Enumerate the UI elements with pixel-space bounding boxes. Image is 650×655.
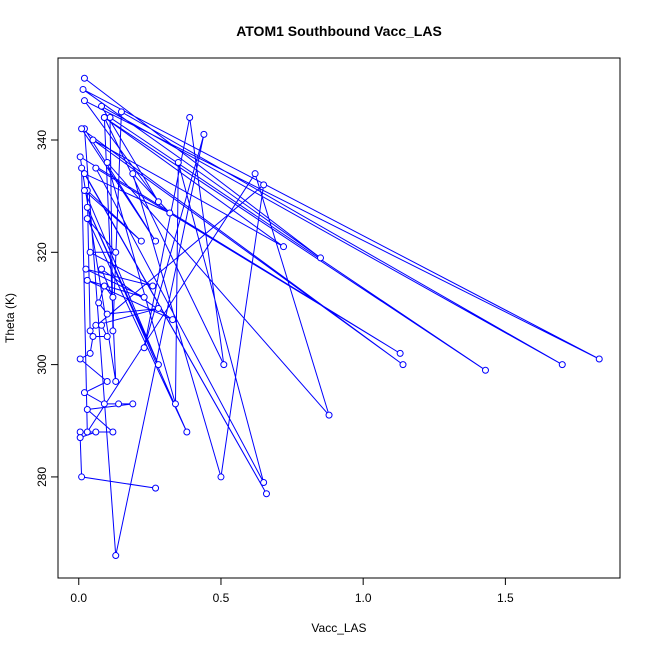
x-axis-label: Vacc_LAS: [311, 621, 366, 635]
data-point: [98, 265, 106, 273]
data-point: [166, 209, 174, 217]
y-tick-label: 300: [35, 354, 49, 374]
data-point: [83, 428, 91, 436]
data-point: [78, 125, 86, 133]
data-point: [169, 316, 177, 324]
data-point: [317, 254, 325, 262]
y-axis-label: Theta (K): [3, 293, 17, 343]
data-point: [86, 349, 94, 357]
data-point: [80, 97, 88, 105]
data-point: [558, 361, 566, 369]
data-point: [80, 74, 88, 82]
data-point: [103, 158, 111, 166]
plot-box: [57, 57, 621, 579]
data-point: [109, 293, 117, 301]
data-point: [78, 164, 86, 172]
data-point: [79, 85, 87, 93]
data-point: [109, 327, 117, 335]
data-point: [83, 406, 91, 414]
data-point: [152, 484, 160, 492]
data-point: [186, 114, 194, 122]
data-point: [103, 310, 111, 318]
x-tick-label: 0.5: [213, 591, 230, 605]
data-point: [89, 333, 97, 341]
data-point: [251, 170, 259, 178]
y-tick-label: 320: [35, 242, 49, 262]
data-point: [220, 361, 228, 369]
data-point: [149, 282, 157, 290]
y-tick-label: 340: [35, 130, 49, 150]
data-point: [140, 293, 148, 301]
data-point: [100, 282, 108, 290]
chart-title: ATOM1 Southbound Vacc_LAS: [236, 23, 442, 39]
data-point: [83, 215, 91, 223]
data-point: [174, 158, 182, 166]
data-point: [595, 355, 603, 363]
data-point: [152, 237, 160, 245]
data-point: [80, 170, 88, 178]
data-point: [76, 153, 84, 161]
data-point: [481, 366, 489, 374]
data-point: [92, 164, 100, 172]
data-point: [112, 248, 120, 256]
data-point: [83, 203, 91, 211]
data-point: [80, 187, 88, 195]
data-point: [217, 473, 225, 481]
data-point: [86, 248, 94, 256]
data-point: [103, 333, 111, 341]
data-point: [109, 428, 117, 436]
data-point: [154, 198, 162, 206]
data-point: [89, 136, 97, 144]
data-point: [92, 321, 100, 329]
data-point: [117, 108, 125, 116]
data-point: [103, 377, 111, 385]
data-point: [83, 276, 91, 284]
data-point: [140, 344, 148, 352]
data-point: [76, 428, 84, 436]
data-point: [260, 479, 268, 487]
data-point: [280, 243, 288, 251]
data-point: [78, 473, 86, 481]
data-point: [112, 377, 120, 385]
data-point: [171, 400, 179, 408]
data-point: [86, 327, 94, 335]
data-point: [183, 428, 191, 436]
data-line: [79, 77, 600, 556]
data-point: [112, 552, 120, 560]
data-point: [76, 434, 84, 442]
data-point: [95, 299, 103, 307]
data-point: [154, 304, 162, 312]
data-point: [80, 389, 88, 397]
data-point: [154, 361, 162, 369]
x-tick-label: 1.0: [355, 591, 372, 605]
data-point: [396, 349, 404, 357]
data-point: [137, 237, 145, 245]
data-point: [260, 181, 268, 189]
data-point: [100, 400, 108, 408]
data-point: [129, 400, 137, 408]
data-point: [129, 170, 137, 178]
data-point: [76, 355, 84, 363]
data-point: [82, 265, 90, 273]
data-point: [100, 114, 108, 122]
data-point: [115, 400, 123, 408]
data-point: [262, 490, 270, 498]
data-point: [98, 321, 106, 329]
data-point: [399, 361, 407, 369]
data-point: [200, 130, 208, 138]
y-tick-label: 280: [35, 467, 49, 487]
x-tick-label: 1.5: [497, 591, 514, 605]
data-point: [106, 114, 114, 122]
data-point: [325, 411, 333, 419]
data-point: [98, 102, 106, 110]
x-tick-label: 0.0: [70, 591, 87, 605]
data-point: [92, 428, 100, 436]
